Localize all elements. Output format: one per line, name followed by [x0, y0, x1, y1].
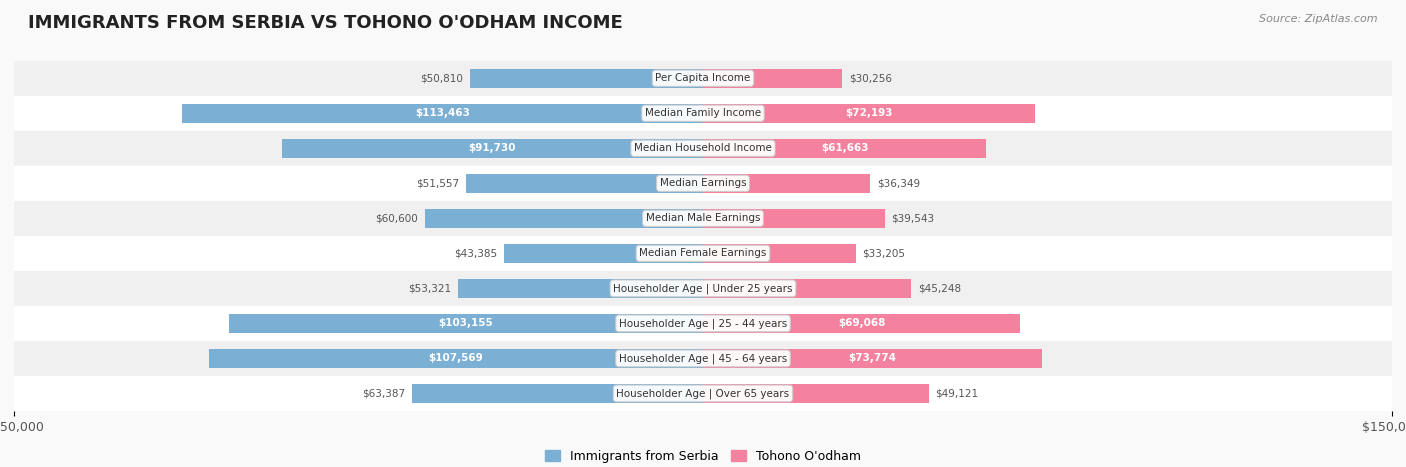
Bar: [14, 341, 1392, 376]
Bar: [14, 61, 1392, 96]
Bar: [703, 349, 1042, 368]
Text: Median Earnings: Median Earnings: [659, 178, 747, 188]
Text: IMMIGRANTS FROM SERBIA VS TOHONO O'ODHAM INCOME: IMMIGRANTS FROM SERBIA VS TOHONO O'ODHAM…: [28, 14, 623, 32]
Legend: Immigrants from Serbia, Tohono O'odham: Immigrants from Serbia, Tohono O'odham: [540, 445, 866, 467]
Bar: [412, 384, 703, 403]
Text: Median Family Income: Median Family Income: [645, 108, 761, 118]
Bar: [703, 279, 911, 298]
Bar: [467, 174, 703, 193]
Text: $60,600: $60,600: [375, 213, 418, 223]
Bar: [14, 166, 1392, 201]
Text: $73,774: $73,774: [848, 354, 897, 363]
Bar: [703, 314, 1021, 333]
Text: $43,385: $43,385: [454, 248, 496, 258]
Text: Median Male Earnings: Median Male Earnings: [645, 213, 761, 223]
Bar: [14, 236, 1392, 271]
Text: Source: ZipAtlas.com: Source: ZipAtlas.com: [1260, 14, 1378, 24]
Bar: [703, 139, 986, 158]
Bar: [503, 244, 703, 263]
Text: $53,321: $53,321: [408, 283, 451, 293]
Bar: [703, 104, 1035, 123]
Bar: [281, 139, 703, 158]
Bar: [229, 314, 703, 333]
Text: Median Household Income: Median Household Income: [634, 143, 772, 153]
Text: Per Capita Income: Per Capita Income: [655, 73, 751, 83]
Bar: [14, 201, 1392, 236]
Text: $91,730: $91,730: [468, 143, 516, 153]
Text: $107,569: $107,569: [429, 354, 484, 363]
Text: Householder Age | 25 - 44 years: Householder Age | 25 - 44 years: [619, 318, 787, 329]
Bar: [703, 69, 842, 88]
Text: $36,349: $36,349: [877, 178, 920, 188]
Bar: [14, 96, 1392, 131]
Text: $69,068: $69,068: [838, 318, 886, 328]
Text: $72,193: $72,193: [845, 108, 893, 118]
Bar: [209, 349, 703, 368]
Bar: [703, 244, 855, 263]
Text: $61,663: $61,663: [821, 143, 869, 153]
Text: $45,248: $45,248: [918, 283, 960, 293]
Bar: [703, 209, 884, 228]
Text: $49,121: $49,121: [935, 389, 979, 398]
Bar: [14, 131, 1392, 166]
Text: $51,557: $51,557: [416, 178, 460, 188]
Bar: [14, 376, 1392, 411]
Text: $113,463: $113,463: [415, 108, 470, 118]
Text: Householder Age | Over 65 years: Householder Age | Over 65 years: [616, 388, 790, 399]
Text: $39,543: $39,543: [891, 213, 935, 223]
Bar: [470, 69, 703, 88]
Text: $30,256: $30,256: [849, 73, 891, 83]
Bar: [703, 174, 870, 193]
Text: $50,810: $50,810: [420, 73, 463, 83]
Text: $33,205: $33,205: [862, 248, 905, 258]
Bar: [425, 209, 703, 228]
Bar: [703, 384, 928, 403]
Bar: [458, 279, 703, 298]
Text: Householder Age | 45 - 64 years: Householder Age | 45 - 64 years: [619, 353, 787, 364]
Text: $63,387: $63,387: [361, 389, 405, 398]
Text: Householder Age | Under 25 years: Householder Age | Under 25 years: [613, 283, 793, 294]
Text: Median Female Earnings: Median Female Earnings: [640, 248, 766, 258]
Bar: [14, 306, 1392, 341]
Bar: [181, 104, 703, 123]
Bar: [14, 271, 1392, 306]
Text: $103,155: $103,155: [439, 318, 494, 328]
